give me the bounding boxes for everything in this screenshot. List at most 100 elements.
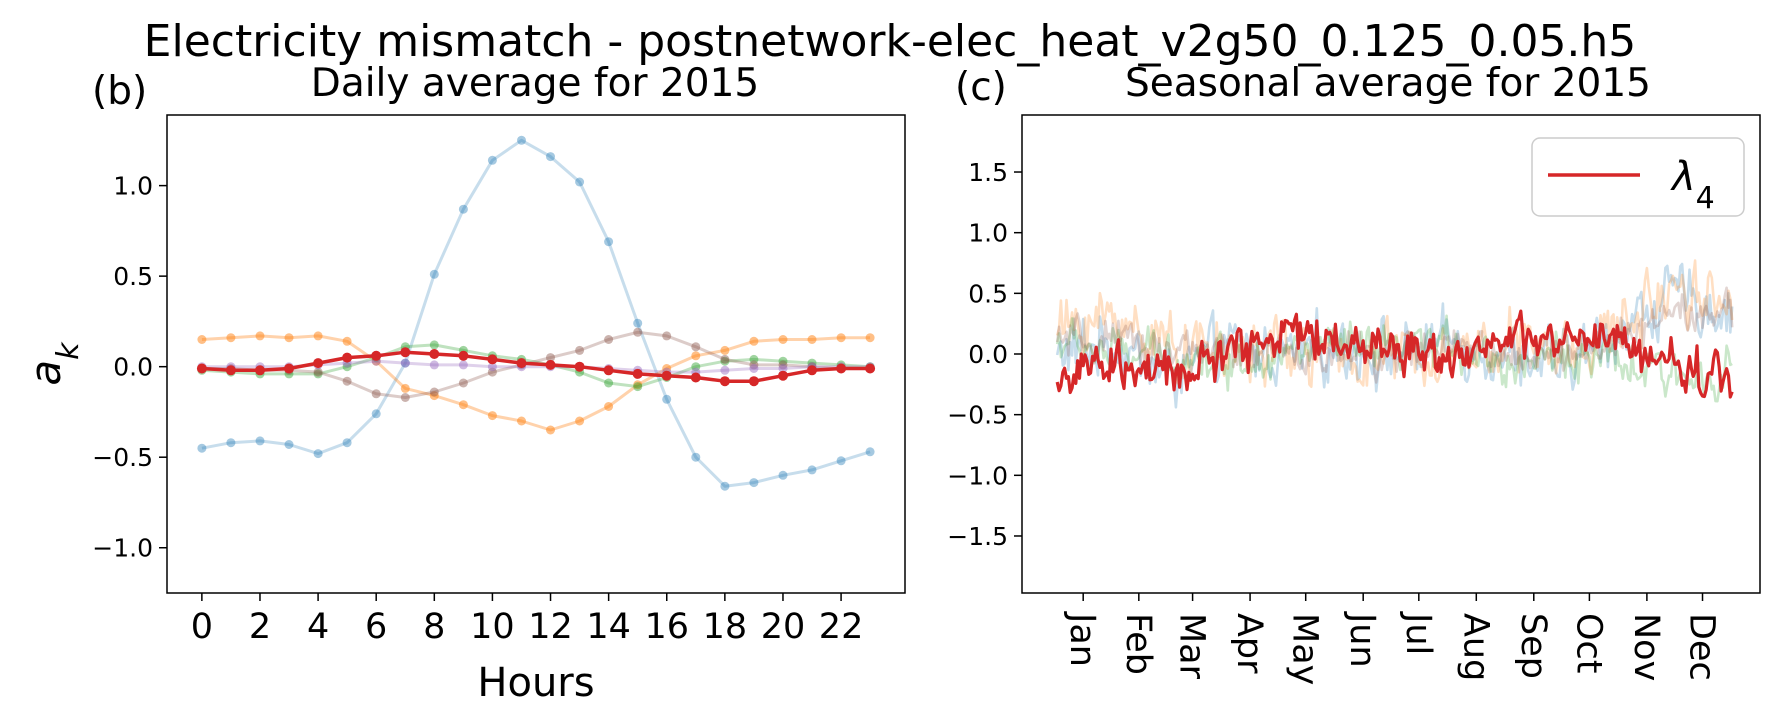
panel-c-title: Seasonal average for 2015: [1125, 61, 1651, 106]
panel-b-point-2-21: [807, 358, 817, 368]
panel-b-point-1-11: [517, 416, 526, 426]
panel-c: (c) Seasonal average for 2015 −1.5 −1.0 −0…: [947, 61, 1761, 685]
panel-b-point-0-1: [226, 438, 236, 448]
panel-b-x-tick-label: 14: [586, 607, 631, 647]
legend-label-lambda4: λ4: [1670, 154, 1715, 216]
panel-b-point-3-17: [691, 342, 701, 352]
panel-b-point-5-12: [545, 359, 556, 370]
panel-b-point-0-4: [313, 449, 323, 459]
panel-c-series-group: [1055, 259, 1734, 409]
panel-b-y-tick-label: 0.0: [113, 353, 153, 382]
panel-b-point-4-8: [429, 360, 439, 370]
panel-b-point-2-15: [633, 382, 643, 392]
panel-b-point-5-15: [632, 368, 643, 379]
panel-b-series-line-2: [201, 343, 871, 389]
panel-b-point-0-22: [836, 456, 846, 466]
panel-b-point-2-8: [429, 340, 439, 350]
panel-b-point-0-23: [865, 447, 875, 457]
panel-b-point-1-3: [284, 333, 294, 343]
panel-b-point-5-22: [836, 363, 847, 374]
panel-b-point-1-21: [807, 335, 817, 344]
panel-b-point-5-14: [603, 365, 614, 376]
panel-b-x-tick-label: 0: [191, 607, 213, 647]
figure-title: Electricity mismatch - postnetwork-elec_…: [144, 16, 1637, 67]
panel-b-point-3-8: [429, 387, 439, 397]
panel-b-point-1-5: [342, 336, 352, 346]
panel-b-axes-frame: [166, 114, 906, 594]
panel-b-point-3-7: [400, 393, 410, 402]
panel-c-x-tick-label: Nov: [1626, 613, 1666, 681]
panel-b-y-axis-label: ak: [21, 341, 86, 386]
panel-b-x-tick-label: 10: [470, 607, 515, 647]
panel-b-point-1-18: [720, 345, 730, 355]
panel-c-y-tick-label: 1.0: [968, 219, 1008, 248]
panel-b-point-1-2: [255, 331, 265, 341]
panel-b-point-4-20: [778, 364, 788, 373]
panel-b-point-0-17: [691, 452, 701, 462]
panel-b-title: Daily average for 2015: [311, 61, 759, 106]
panel-b-point-1-7: [400, 383, 410, 393]
panel-b-point-1-17: [691, 351, 701, 361]
panel-b-point-1-4: [313, 331, 323, 341]
panel-b-x-tick-label: 8: [423, 607, 445, 647]
panel-b-y-tick-label: −1.0: [92, 534, 153, 563]
panel-b-series-line-0: [201, 138, 871, 488]
panel-b-point-0-15: [633, 318, 643, 328]
panel-b-point-0-9: [458, 204, 468, 214]
panel-b-point-3-12: [546, 353, 555, 363]
panel-b-point-2-5: [342, 362, 352, 372]
panel-b-point-0-19: [749, 478, 759, 488]
panel-b-point-3-14: [604, 335, 614, 344]
panel-b-point-5-2: [255, 365, 265, 376]
panel-b-point-3-19: [749, 360, 759, 370]
panel-b-x-axis-label: Hours: [477, 660, 594, 706]
panel-b-point-4-19: [749, 364, 759, 373]
panel-b-point-0-3: [284, 440, 294, 449]
panel-b-point-0-20: [778, 470, 788, 480]
panel-b-point-3-9: [458, 378, 468, 388]
panel-b-y-ticks: −1.0 −0.5 0.0 0.5 1.0: [92, 172, 167, 563]
panel-b-point-2-14: [604, 378, 614, 388]
panel-c-x-tick-label: Sep: [1513, 613, 1553, 679]
panel-c-legend: λ4: [1531, 137, 1745, 217]
panel-b-point-5-0: [196, 363, 207, 374]
panel-b-point-1-9: [458, 400, 468, 410]
panel-b-x-tick-label: 6: [365, 607, 387, 647]
panel-b-series-line-1: [201, 334, 871, 432]
panel-b-point-0-16: [662, 394, 672, 404]
panel-b-point-1-19: [749, 336, 759, 346]
panel-b-point-0-7: [400, 358, 410, 368]
panel-b-point-5-8: [429, 349, 440, 359]
panel-b-point-1-0: [197, 335, 207, 344]
panel-b-point-0-21: [807, 465, 817, 475]
panel-b-point-4-18: [720, 365, 730, 375]
panel-b-point-5-16: [661, 370, 672, 381]
panel-b-x-ticks: 0 2 4 6 8 10 12 14 16 18 20 22: [191, 593, 863, 647]
panel-c-series-line-4: [1055, 309, 1734, 399]
panel-b-point-2-18: [720, 356, 730, 366]
panel-b-point-1-23: [865, 333, 875, 343]
panel-b-point-3-5: [342, 376, 352, 386]
panel-c-y-tick-label: 1.5: [968, 158, 1008, 187]
panel-b-point-2-20: [778, 356, 788, 366]
panel-c-y-ticks: −1.5 −1.0 −0.5 0.0 0.5 1.0 1.5: [947, 158, 1022, 551]
panel-b-point-1-20: [778, 335, 788, 344]
panel-b-point-2-17: [691, 362, 701, 372]
panel-b-point-4-7: [400, 358, 410, 368]
panel-c-x-tick-label: Mar: [1172, 613, 1212, 680]
panel-b-y-tick-label: 1.0: [113, 172, 153, 201]
panel-b-point-5-19: [748, 376, 759, 387]
panel-b-point-5-4: [313, 358, 324, 369]
panel-c-x-tick-label: Aug: [1455, 613, 1495, 681]
panel-b-point-5-1: [225, 365, 236, 376]
panel-b-point-1-16: [662, 364, 672, 373]
panel-c-x-tick-label: Apr: [1229, 613, 1269, 674]
panel-b-point-3-16: [662, 331, 672, 341]
panel-b-point-1-8: [429, 391, 439, 401]
panel-b-series-group: [196, 135, 876, 491]
panel-c-y-tick-label: 0.5: [968, 279, 1008, 308]
panel-b-point-4-9: [458, 360, 468, 370]
panel-c-y-tick-label: 0.0: [968, 340, 1008, 369]
panel-b-point-1-15: [633, 380, 643, 390]
